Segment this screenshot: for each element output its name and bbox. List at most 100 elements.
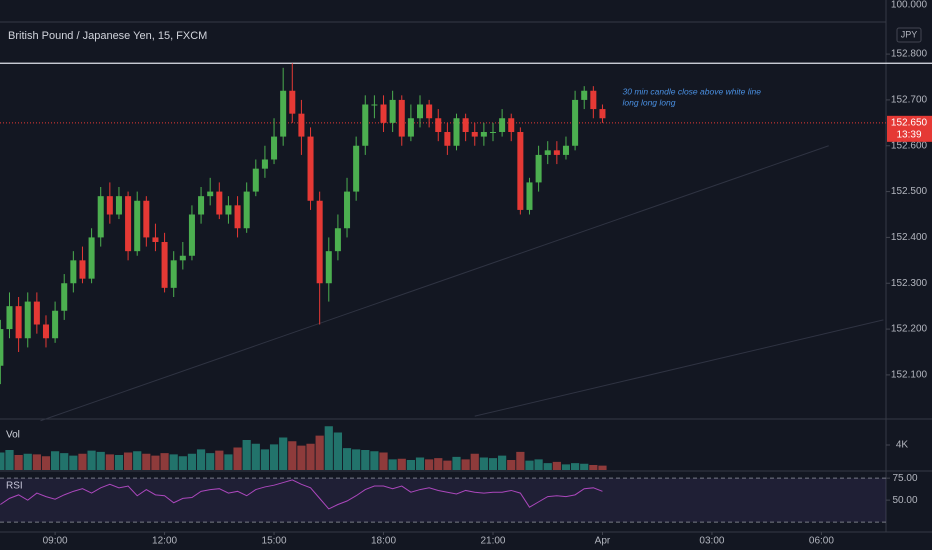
candle-body [581,90,588,100]
candle-body [417,104,424,119]
x-tick-label: 12:00 [152,536,177,547]
x-tick-label: 21:00 [480,536,505,547]
candle-body [42,324,49,339]
y-tick-label: 152.500 [891,186,928,197]
candle-body [15,306,22,339]
candle-body [344,191,351,229]
currency: JPY [901,29,918,39]
volume-bar [288,441,297,470]
volume-bar [196,449,206,470]
candle-body [271,136,278,160]
volume-bar [561,464,571,470]
volume-bar [415,457,425,470]
volume-bar [361,450,370,470]
volume-bar [23,453,32,470]
candle-body [106,196,113,215]
candle-body [499,118,506,132]
candle-body [115,196,122,215]
x-tick-label: 06:00 [809,536,834,547]
candle-body [389,99,396,123]
volume-bar [78,453,87,470]
volume-bar [488,458,498,470]
last-price-label: 152.650 [891,117,928,128]
trend-line [474,319,884,417]
candle-body [526,182,533,210]
x-tick-label: 18:00 [371,536,396,547]
volume-bar [434,458,443,470]
volume-bar [370,451,379,470]
volume-bar [297,445,306,470]
volume-bar [178,456,187,470]
volume-bar [589,465,598,470]
candle-body [243,191,250,229]
candle-body [143,200,150,238]
volume-bar [406,460,415,470]
volume-bar [580,463,589,470]
y-tick-label: 152.800 [891,49,928,60]
volume-bar [552,461,561,470]
y-tick-label: 75.00 [892,473,917,484]
volume-bar [570,463,580,470]
volume-label: Vol [6,430,20,441]
candle-body [535,154,542,183]
candle-body [52,310,59,339]
candle-body [599,109,606,119]
volume-bar [306,443,315,470]
candle-body [280,90,287,137]
countdown: 13:39 [896,129,921,140]
volume-bar [5,450,14,470]
x-tick-label: 15:00 [262,536,287,547]
volume-bar [123,452,133,470]
volume-bar [507,460,516,470]
volume-bar [461,459,470,470]
volume-bar [32,454,41,470]
candle-body [353,145,360,192]
x-tick-label: 09:00 [43,536,68,547]
volume-bar [60,453,69,470]
candle-body [252,168,259,192]
volume-bar [87,450,96,470]
candle-body [462,118,469,132]
trend-line [40,145,829,422]
volume-bar [352,449,361,470]
candle-body [517,132,524,210]
candle-body [480,132,487,137]
y-tick-label: 152.100 [891,370,928,381]
candle-body [70,260,77,284]
x-tick-label: 03:00 [699,536,724,547]
candle-body [307,136,314,201]
candle-body [407,118,414,137]
volume-bar [0,452,5,470]
volume-bar [169,454,178,470]
candle-body [188,214,195,256]
volume-bar [333,432,343,470]
candle-body [562,145,569,155]
volume-bar [397,458,406,470]
currency-box [896,27,922,43]
volume-bar [133,451,142,470]
last-price-box [887,115,932,142]
candle-body [24,301,31,339]
candle-body [125,196,132,252]
y-tick-label: 4K [896,440,909,451]
candle-body [398,99,405,137]
candle-body [489,132,497,133]
volume-bar [50,451,60,470]
volume-bar [69,455,78,470]
candle-body [0,329,4,366]
candle-body [134,200,141,252]
volume-bar [470,453,479,470]
rsi-band-fill [0,478,886,523]
candle-body [216,191,223,215]
volume-bar [114,455,124,470]
y-tick-label: 152.600 [891,140,928,151]
candle-body [435,118,442,132]
volume-bar [498,455,507,470]
volume-bar [187,453,197,470]
annotation: 30 min candle close above white line [623,86,762,96]
candle-body [590,90,597,110]
candle-body [234,205,241,229]
candle-body [298,113,305,137]
